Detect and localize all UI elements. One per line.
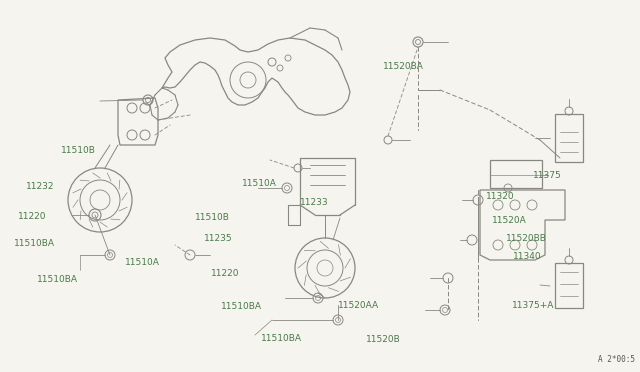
Text: 11375+A: 11375+A xyxy=(512,301,554,310)
Text: 11235: 11235 xyxy=(204,234,232,243)
Text: 11510BA: 11510BA xyxy=(221,302,262,311)
Text: 11520A: 11520A xyxy=(492,216,526,225)
Text: 11232: 11232 xyxy=(26,182,54,190)
Text: A 2*00:5: A 2*00:5 xyxy=(598,355,635,364)
Text: 11233: 11233 xyxy=(300,198,328,207)
Text: 11320: 11320 xyxy=(486,192,515,201)
Text: 11520BB: 11520BB xyxy=(506,234,547,243)
Text: 11510A: 11510A xyxy=(242,179,276,187)
Text: 11340: 11340 xyxy=(513,252,542,261)
Bar xyxy=(555,263,583,308)
Text: 11510BA: 11510BA xyxy=(37,275,78,283)
Text: 11510B: 11510B xyxy=(61,146,95,155)
Text: 11510A: 11510A xyxy=(125,258,159,267)
Text: 11220: 11220 xyxy=(211,269,240,278)
Bar xyxy=(490,160,542,188)
Text: 11510BA: 11510BA xyxy=(261,334,302,343)
Text: 11510B: 11510B xyxy=(195,213,230,222)
Text: 11520AA: 11520AA xyxy=(338,301,379,310)
Text: 11520BA: 11520BA xyxy=(383,62,424,71)
Text: 11220: 11220 xyxy=(18,212,47,221)
Bar xyxy=(555,114,583,162)
Text: 11520B: 11520B xyxy=(366,335,401,344)
Text: 11510BA: 11510BA xyxy=(14,239,55,248)
Text: 11375: 11375 xyxy=(532,171,561,180)
